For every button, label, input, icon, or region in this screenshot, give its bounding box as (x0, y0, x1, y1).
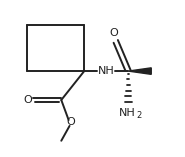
Text: NH: NH (119, 108, 136, 118)
Polygon shape (128, 68, 151, 74)
Text: O: O (109, 28, 118, 38)
Text: NH: NH (98, 66, 115, 76)
Text: O: O (23, 95, 32, 105)
Text: 2: 2 (136, 111, 142, 120)
Text: O: O (66, 117, 75, 127)
